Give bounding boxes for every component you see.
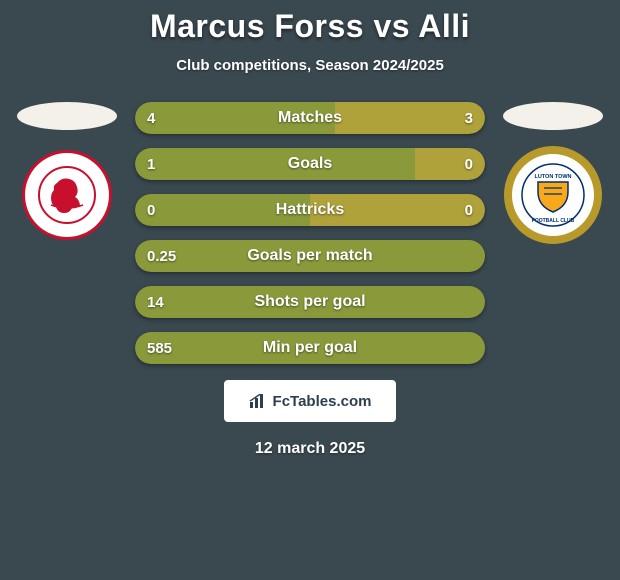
stat-value-right: 3 — [465, 102, 473, 134]
player-silhouette-left — [17, 102, 117, 130]
comparison-card: Marcus Forss vs Alli Club competitions, … — [0, 0, 620, 458]
stat-bar-left-fill — [135, 148, 415, 180]
footer-date: 12 march 2025 — [255, 440, 365, 458]
stat-bar-row: 0.25Goals per match — [135, 240, 485, 272]
stat-bar-row: 585Min per goal — [135, 332, 485, 364]
stat-value-left: 14 — [147, 286, 164, 318]
left-player-column — [17, 102, 117, 240]
stat-value-left: 1 — [147, 148, 155, 180]
svg-text:LUTON TOWN: LUTON TOWN — [534, 174, 571, 180]
branding-text: FcTables.com — [273, 393, 372, 410]
stat-bar-row: 14Shots per goal — [135, 286, 485, 318]
stat-bar-right-fill — [415, 148, 485, 180]
stat-value-right: 0 — [465, 194, 473, 226]
stat-bar-left-fill — [135, 286, 485, 318]
main-area: 43Matches10Goals00Hattricks0.25Goals per… — [0, 102, 620, 364]
stat-bar-left-fill — [135, 194, 310, 226]
stat-value-left: 0 — [147, 194, 155, 226]
branding-badge[interactable]: FcTables.com — [224, 380, 396, 422]
page-subtitle: Club competitions, Season 2024/2025 — [176, 57, 444, 74]
page-title: Marcus Forss vs Alli — [150, 8, 470, 45]
club-badge-right: LUTON TOWN FOOTBALL CLUB — [508, 150, 598, 240]
stat-bar-left-fill — [135, 332, 485, 364]
stat-value-right: 0 — [465, 148, 473, 180]
stat-bar-left-fill — [135, 102, 335, 134]
stats-bars: 43Matches10Goals00Hattricks0.25Goals per… — [135, 102, 485, 364]
lion-icon — [37, 165, 97, 225]
stat-bar-row: 10Goals — [135, 148, 485, 180]
stat-bar-right-fill — [310, 194, 485, 226]
player-silhouette-right — [503, 102, 603, 130]
stat-value-left: 0.25 — [147, 240, 176, 272]
right-player-column: LUTON TOWN FOOTBALL CLUB — [503, 102, 603, 240]
stat-value-left: 4 — [147, 102, 155, 134]
stat-bar-right-fill — [335, 102, 486, 134]
club-badge-left — [22, 150, 112, 240]
stat-bar-row: 43Matches — [135, 102, 485, 134]
stat-bar-left-fill — [135, 240, 485, 272]
stat-value-left: 585 — [147, 332, 172, 364]
luton-badge-icon: LUTON TOWN FOOTBALL CLUB — [520, 162, 586, 228]
bars-icon — [249, 394, 267, 408]
stat-bar-row: 00Hattricks — [135, 194, 485, 226]
svg-text:FOOTBALL CLUB: FOOTBALL CLUB — [532, 218, 575, 224]
